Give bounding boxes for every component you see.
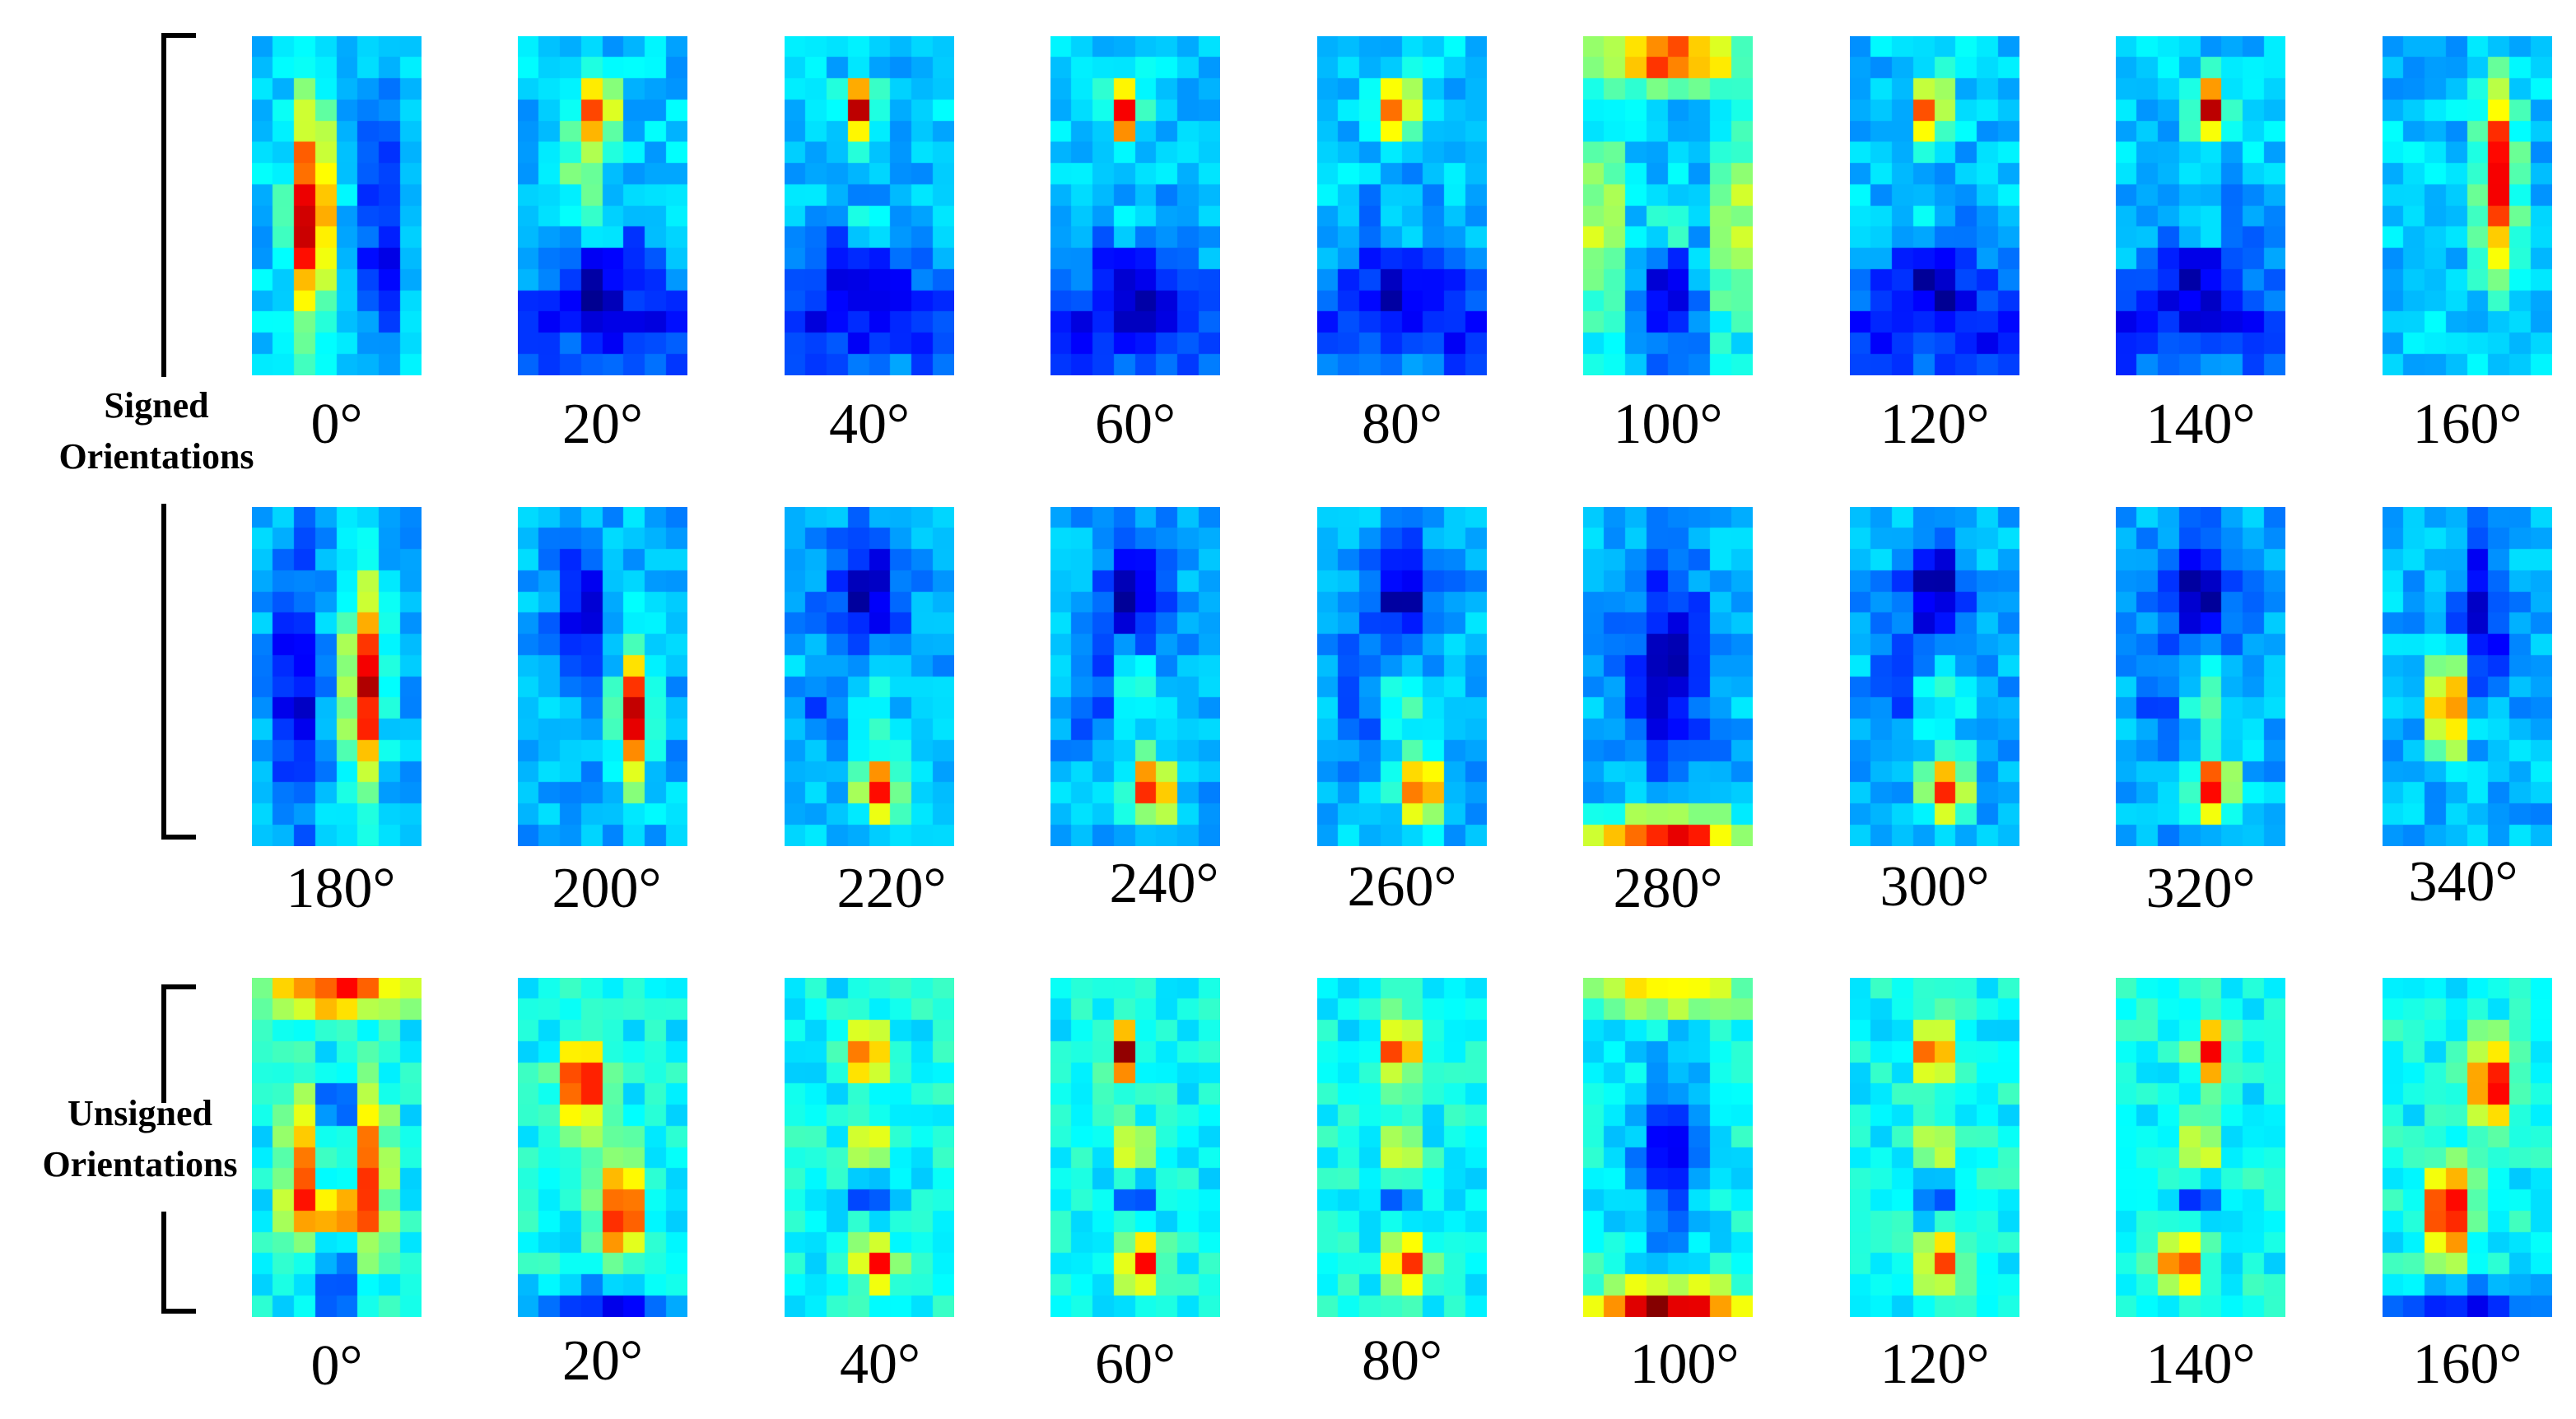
heatmap-unsigned-0 [252, 978, 422, 1317]
angle-label: 100° [1629, 1333, 1740, 1396]
heatmap-signed-40 [785, 36, 954, 375]
heatmap-signed-280 [1583, 507, 1753, 846]
heatmap-signed-260 [1317, 507, 1487, 846]
angle-label: 260° [1347, 855, 1457, 919]
heatmap-signed-20 [518, 36, 687, 375]
angle-label: 140° [2145, 393, 2256, 456]
angle-label: 120° [1880, 393, 1990, 456]
angle-label: 180° [286, 857, 396, 920]
heatmap-unsigned-120 [1850, 978, 2019, 1317]
signed-label-line-1: Signed [104, 385, 209, 426]
angle-label: 0° [310, 1334, 363, 1398]
unsigned-label-line-1: Unsigned [67, 1093, 213, 1133]
angle-label: 340° [2408, 850, 2518, 914]
angle-label: 160° [2412, 1333, 2522, 1396]
heatmap-signed-220 [785, 507, 954, 846]
angle-label: 80° [1362, 393, 1442, 456]
angle-label: 60° [1095, 1333, 1176, 1396]
heatmap-unsigned-140 [2116, 978, 2285, 1317]
signed-label-line-2: Orientations [58, 436, 254, 477]
angle-label: 40° [829, 393, 910, 456]
heatmap-signed-240 [1050, 507, 1220, 846]
heatmap-unsigned-80 [1317, 978, 1487, 1317]
angle-label: 220° [836, 857, 947, 920]
heatmap-signed-200 [518, 507, 687, 846]
heatmap-signed-300 [1850, 507, 2019, 846]
angle-label: 300° [1880, 855, 1990, 919]
angle-label: 140° [2145, 1333, 2256, 1396]
angle-label: 80° [1362, 1329, 1442, 1393]
angle-label: 20° [562, 393, 643, 456]
angle-label: 280° [1613, 857, 1723, 920]
signed-orientations-label: Signed Orientations [25, 380, 288, 482]
heatmap-signed-100 [1583, 36, 1753, 375]
signed-orientations-bracket-bottom [161, 504, 196, 840]
heatmap-unsigned-100 [1583, 978, 1753, 1317]
heatmap-unsigned-160 [2383, 978, 2552, 1317]
angle-label: 20° [562, 1329, 643, 1393]
angle-label: 320° [2145, 857, 2256, 920]
heatmap-unsigned-20 [518, 978, 687, 1317]
heatmap-unsigned-60 [1050, 978, 1220, 1317]
angle-label: 100° [1613, 393, 1723, 456]
heatmap-signed-340 [2383, 507, 2552, 846]
heatmap-signed-160 [2383, 36, 2552, 375]
heatmap-signed-140 [2116, 36, 2285, 375]
heatmap-signed-0 [252, 36, 422, 375]
unsigned-orientations-bracket-top [161, 984, 196, 1103]
angle-label: 120° [1880, 1333, 1990, 1396]
signed-orientations-bracket-top [161, 33, 196, 377]
heatmap-signed-60 [1050, 36, 1220, 375]
angle-label: 0° [310, 393, 363, 456]
angle-label: 240° [1109, 852, 1219, 915]
unsigned-orientations-bracket-bottom [161, 1212, 196, 1314]
angle-label: 40° [840, 1333, 920, 1396]
heatmap-unsigned-40 [785, 978, 954, 1317]
angle-label: 160° [2412, 393, 2522, 456]
heatmap-signed-320 [2116, 507, 2285, 846]
heatmap-signed-180 [252, 507, 422, 846]
heatmap-signed-120 [1850, 36, 2019, 375]
unsigned-label-line-2: Orientations [42, 1144, 238, 1184]
unsigned-orientations-label: Unsigned Orientations [8, 1088, 272, 1190]
heatmap-signed-80 [1317, 36, 1487, 375]
angle-label: 200° [552, 857, 662, 920]
angle-label: 60° [1095, 393, 1176, 456]
